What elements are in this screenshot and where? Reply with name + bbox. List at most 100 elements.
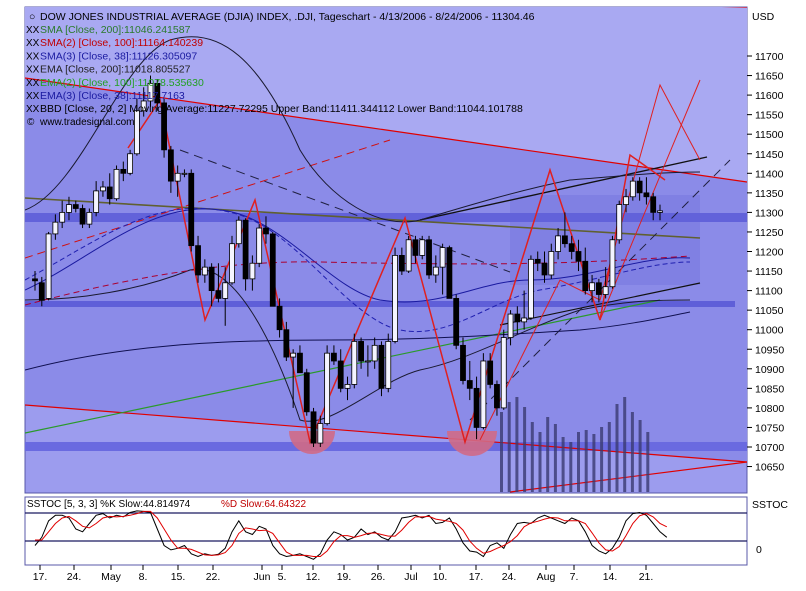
- candle-body: [432, 266, 439, 276]
- candle-body: [548, 251, 555, 276]
- volume-bar: [615, 404, 619, 492]
- candle-body: [317, 423, 324, 444]
- legend-entry: EMA(3) [Close, 38]:11117.7163: [40, 90, 185, 102]
- candle-body: [480, 360, 487, 428]
- volume-bar: [607, 422, 611, 492]
- legend-icon: XX: [26, 51, 40, 62]
- stoch-axis-zero: 0: [756, 544, 762, 556]
- y-tick-label: 10700: [755, 442, 784, 454]
- lower-trendline: [25, 404, 747, 463]
- candle-body: [453, 298, 460, 346]
- candle-body: [385, 341, 392, 389]
- candle-body: [93, 190, 100, 213]
- stoch-k-line: [34, 510, 668, 560]
- volume-bar: [592, 434, 596, 492]
- x-tick-label: 15.: [171, 571, 186, 583]
- x-tick-label: Jun: [254, 571, 271, 583]
- price-candles: [32, 75, 663, 447]
- volume-bar: [553, 424, 557, 492]
- volume-bar: [507, 402, 511, 492]
- candle-body: [147, 82, 154, 102]
- date-axis: 17. 24. May 8. 15. 22. Jun 5. 12. 19. 26. Jul 10. 17.…: [33, 565, 654, 583]
- currency-label: USD: [752, 11, 775, 23]
- candle-body: [208, 266, 215, 292]
- volume-bar: [646, 432, 650, 492]
- copyright-icon: ©: [27, 117, 35, 128]
- bollinger-upper: [25, 36, 701, 223]
- stoch-axis-label: SSTOC: [752, 499, 788, 511]
- candle-body: [534, 258, 541, 264]
- volume-bar: [569, 442, 573, 492]
- y-tick-label: 11050: [755, 305, 784, 317]
- chart-title: DOW JONES INDUSTRIAL AVERAGE (DJIA) INDE…: [40, 11, 535, 23]
- x-tick-label: 21.: [639, 571, 654, 583]
- candle-body: [181, 172, 188, 175]
- y-tick-label: 11600: [755, 90, 784, 102]
- x-tick-label: 17.: [33, 571, 48, 583]
- candle-body: [297, 352, 303, 374]
- y-tick-label: 11450: [755, 149, 784, 161]
- candle-body: [446, 247, 453, 299]
- candle-body: [276, 305, 283, 331]
- candle-body: [38, 282, 45, 301]
- candle-body: [575, 251, 582, 262]
- x-tick-label: 12.: [306, 571, 321, 583]
- candle-body: [134, 110, 140, 155]
- resistance-band: [25, 213, 747, 222]
- legend-entry: EMA [Close, 200]:11018.805527: [40, 64, 191, 76]
- y-tick-label: 10800: [755, 403, 784, 415]
- candle-body: [235, 219, 242, 245]
- x-tick-label: 19.: [337, 571, 352, 583]
- y-tick-label: 11500: [755, 129, 784, 141]
- candle-body: [405, 239, 412, 272]
- candle-body: [582, 260, 589, 291]
- volume-bar: [600, 427, 604, 492]
- y-tick-label: 11000: [755, 325, 784, 337]
- candle-body: [269, 233, 276, 307]
- candle-body: [623, 196, 629, 205]
- candle-body: [351, 341, 358, 385]
- volume-bar: [500, 412, 503, 492]
- top-long-trendline: [721, 7, 747, 8]
- y-tick-label: 11100: [755, 286, 783, 298]
- candle-body: [188, 172, 195, 247]
- candle-body: [283, 329, 290, 358]
- x-tick-label: May: [101, 571, 122, 583]
- x-tick-label: 7.: [570, 571, 579, 583]
- candle-body: [636, 180, 643, 194]
- bottom-rising-trendline: [509, 461, 747, 493]
- candle-body: [589, 282, 595, 291]
- candle-body: [161, 102, 167, 151]
- y-tick-label: 11700: [755, 51, 784, 63]
- legend-icon: XX: [26, 25, 40, 36]
- candle-body: [32, 278, 38, 282]
- candle-body: [113, 168, 120, 200]
- candle-body: [412, 239, 419, 256]
- candle-body: [229, 243, 235, 284]
- legend-icon: XX: [26, 38, 40, 49]
- legend-icon: XX: [26, 91, 40, 102]
- volume-bar: [584, 430, 588, 492]
- candle-body: [249, 262, 256, 280]
- ema-dark: [25, 311, 691, 371]
- candle-body: [561, 235, 568, 245]
- volume-bar: [530, 422, 534, 492]
- bottom-circle-2: [447, 431, 497, 456]
- x-tick-label: 17.: [469, 571, 484, 583]
- volume-bar: [630, 412, 634, 492]
- x-tick-label: 22.: [206, 571, 221, 583]
- candle-body: [419, 239, 426, 256]
- candle-body: [616, 204, 623, 241]
- candle-body: [460, 344, 466, 381]
- candle-body: [174, 172, 181, 182]
- volume-bar: [623, 397, 627, 492]
- middle-band: [25, 301, 735, 307]
- candle-body: [629, 180, 636, 198]
- candle-body: [602, 286, 609, 295]
- olive-neckline: [25, 197, 701, 239]
- stoch-label-d: %D Slow:64.64322: [221, 499, 306, 510]
- y-tick-label: 10900: [755, 364, 784, 376]
- candle-body: [303, 372, 310, 413]
- candle-body: [643, 192, 650, 198]
